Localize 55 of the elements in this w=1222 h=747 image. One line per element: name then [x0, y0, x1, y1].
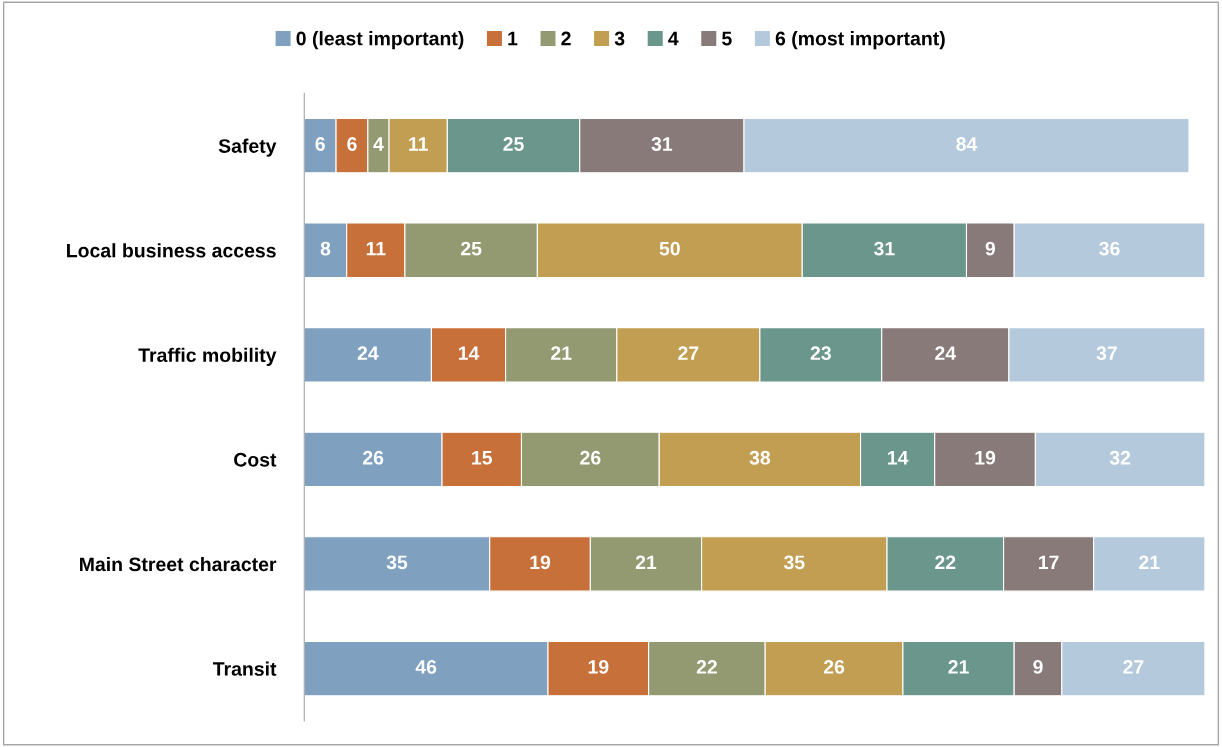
- legend-label: 4: [668, 31, 679, 46]
- data-label: 37: [1096, 346, 1117, 361]
- data-label: 15: [472, 451, 493, 465]
- data-label: 19: [530, 555, 551, 570]
- data-label: 6: [315, 137, 325, 151]
- y-tick-label: Transit: [212, 661, 277, 676]
- legend-label: 1: [508, 31, 518, 46]
- data-label: 27: [1123, 660, 1144, 674]
- data-label: 19: [588, 660, 609, 674]
- data-label: 84: [956, 137, 978, 151]
- data-label: 8: [320, 241, 331, 256]
- legend-label: 6 (most important): [775, 31, 945, 50]
- data-label: 31: [874, 241, 895, 256]
- data-label: 21: [948, 660, 969, 674]
- y-tick-label: Local business access: [67, 243, 276, 258]
- data-label: 26: [363, 450, 384, 465]
- data-label: 24: [357, 346, 379, 360]
- data-label: 17: [1039, 555, 1059, 570]
- data-label: 24: [935, 346, 957, 360]
- data-label: 26: [823, 660, 845, 674]
- data-label: 35: [386, 555, 408, 570]
- data-label: 27: [678, 346, 699, 360]
- data-label: 26: [580, 450, 601, 465]
- data-label: 32: [1109, 450, 1131, 465]
- legend-label: 3: [614, 31, 625, 46]
- data-label: 35: [783, 555, 805, 570]
- legend-label: 2: [561, 31, 571, 46]
- data-label: 4: [373, 137, 384, 151]
- data-label: 19: [975, 450, 996, 465]
- y-tick-label: Main Street character: [80, 556, 277, 572]
- data-label: 11: [366, 241, 386, 256]
- data-label: 25: [461, 241, 482, 256]
- data-label: 6: [347, 137, 357, 151]
- data-label: 11: [409, 137, 428, 151]
- data-label: 14: [458, 346, 480, 360]
- data-label: 21: [551, 346, 572, 360]
- legend-label: 5: [722, 31, 732, 46]
- data-label: 9: [985, 241, 996, 256]
- legend-label: 0 (least important): [296, 31, 464, 50]
- data-label: 46: [415, 660, 437, 674]
- data-label: 31: [651, 137, 673, 151]
- data-label: 22: [696, 660, 717, 674]
- data-label: 36: [1099, 241, 1120, 256]
- y-tick-label: Safety: [218, 138, 277, 157]
- data-label: 14: [888, 451, 909, 465]
- data-label: 25: [503, 137, 524, 151]
- data-label: 38: [749, 450, 771, 465]
- y-tick-label: Cost: [234, 452, 277, 467]
- data-label: 22: [935, 555, 956, 570]
- data-label: 9: [1033, 660, 1043, 674]
- data-label: 50: [659, 241, 680, 256]
- data-label: 21: [635, 555, 657, 570]
- data-label: 21: [1139, 555, 1160, 570]
- data-label: 23: [810, 346, 831, 361]
- y-tick-label: Traffic mobility: [138, 347, 277, 366]
